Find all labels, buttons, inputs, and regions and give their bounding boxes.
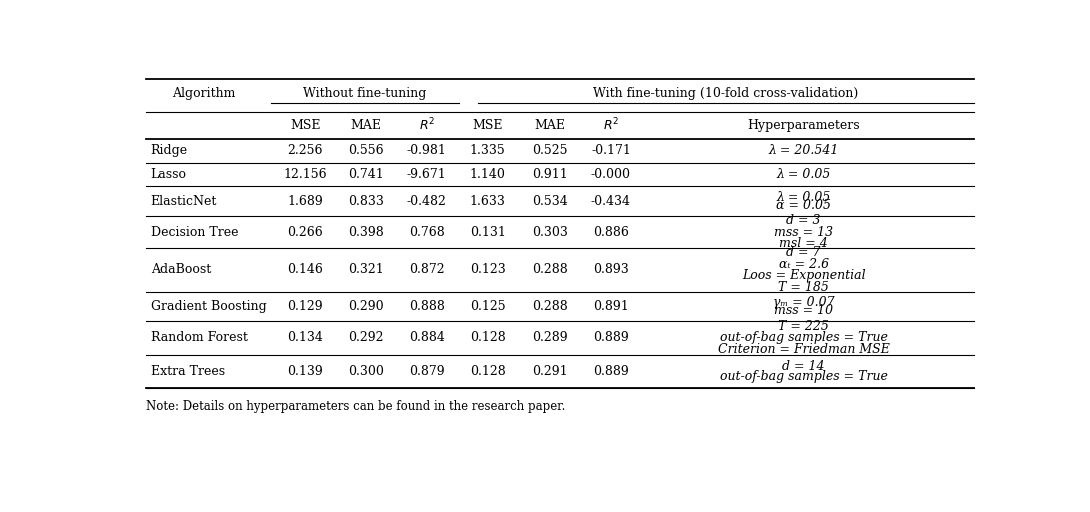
Text: Decision Tree: Decision Tree — [150, 226, 238, 239]
Text: 0.303: 0.303 — [532, 226, 568, 239]
Text: -0.434: -0.434 — [591, 195, 631, 208]
Text: -0.000: -0.000 — [591, 168, 631, 181]
Text: 0.768: 0.768 — [409, 226, 445, 239]
Text: 0.556: 0.556 — [348, 144, 384, 157]
Text: 0.889: 0.889 — [593, 365, 629, 378]
Text: -0.981: -0.981 — [407, 144, 447, 157]
Text: αₜ = 2.6: αₜ = 2.6 — [778, 258, 828, 271]
Text: Lasso: Lasso — [150, 168, 186, 181]
Text: -9.671: -9.671 — [407, 168, 447, 181]
Text: 0.525: 0.525 — [532, 144, 568, 157]
Text: 0.891: 0.891 — [593, 300, 629, 313]
Text: 0.893: 0.893 — [593, 264, 629, 276]
Text: MSE: MSE — [290, 119, 320, 132]
Text: 0.128: 0.128 — [470, 331, 506, 345]
Text: Hyperparameters: Hyperparameters — [748, 119, 860, 132]
Text: 0.291: 0.291 — [532, 365, 568, 378]
Text: d = 3: d = 3 — [786, 215, 821, 227]
Text: Algorithm: Algorithm — [172, 87, 235, 100]
Text: Random Forest: Random Forest — [150, 331, 247, 345]
Text: α = 0.05: α = 0.05 — [776, 199, 831, 212]
Text: Criterion = Friedman MSE: Criterion = Friedman MSE — [717, 343, 889, 356]
Text: msl = 4: msl = 4 — [779, 237, 828, 250]
Text: Ridge: Ridge — [150, 144, 187, 157]
Text: 0.300: 0.300 — [348, 365, 384, 378]
Text: 0.888: 0.888 — [409, 300, 445, 313]
Text: 0.911: 0.911 — [532, 168, 568, 181]
Text: λ = 0.05: λ = 0.05 — [776, 168, 831, 181]
Text: out-of-bag samples = True: out-of-bag samples = True — [719, 331, 887, 345]
Text: MSE: MSE — [472, 119, 502, 132]
Text: 1.335: 1.335 — [470, 144, 506, 157]
Text: 0.266: 0.266 — [288, 226, 323, 239]
Text: d = 14: d = 14 — [783, 360, 825, 373]
Text: 0.398: 0.398 — [348, 226, 384, 239]
Text: out-of-bag samples = True: out-of-bag samples = True — [719, 370, 887, 382]
Text: 0.886: 0.886 — [593, 226, 629, 239]
Text: 0.321: 0.321 — [348, 264, 384, 276]
Text: 0.128: 0.128 — [470, 365, 506, 378]
Text: λ = 0.05: λ = 0.05 — [776, 190, 831, 204]
Text: T = 185: T = 185 — [778, 281, 829, 294]
Text: Loos = Exponential: Loos = Exponential — [742, 269, 865, 282]
Text: MAE: MAE — [535, 119, 566, 132]
Text: With fine-tuning (10-fold cross-validation): With fine-tuning (10-fold cross-validati… — [593, 87, 859, 100]
Text: γₘ = 0.07: γₘ = 0.07 — [773, 296, 835, 309]
Text: 1.689: 1.689 — [288, 195, 323, 208]
Text: 0.872: 0.872 — [409, 264, 445, 276]
Text: 1.140: 1.140 — [470, 168, 506, 181]
Text: 0.833: 0.833 — [348, 195, 384, 208]
Text: 0.131: 0.131 — [470, 226, 506, 239]
Text: λ = 20.541: λ = 20.541 — [768, 144, 839, 157]
Text: Without fine-tuning: Without fine-tuning — [303, 87, 427, 100]
Text: 0.879: 0.879 — [409, 365, 445, 378]
Text: 0.884: 0.884 — [409, 331, 445, 345]
Text: 0.125: 0.125 — [470, 300, 506, 313]
Text: Note: Details on hyperparameters can be found in the research paper.: Note: Details on hyperparameters can be … — [146, 400, 566, 413]
Text: 0.290: 0.290 — [348, 300, 384, 313]
Text: AdaBoost: AdaBoost — [150, 264, 210, 276]
Text: 0.288: 0.288 — [532, 264, 568, 276]
Text: 0.534: 0.534 — [532, 195, 568, 208]
Text: d = 7: d = 7 — [786, 246, 821, 259]
Text: 0.289: 0.289 — [532, 331, 568, 345]
Text: 0.129: 0.129 — [288, 300, 323, 313]
Text: MAE: MAE — [351, 119, 382, 132]
Text: mss = 13: mss = 13 — [774, 226, 833, 239]
Text: 1.633: 1.633 — [470, 195, 506, 208]
Text: $R^2$: $R^2$ — [419, 117, 435, 134]
Text: mss = 10: mss = 10 — [774, 304, 833, 317]
Text: 0.134: 0.134 — [288, 331, 323, 345]
Text: 0.139: 0.139 — [288, 365, 323, 378]
Text: ElasticNet: ElasticNet — [150, 195, 217, 208]
Text: 0.146: 0.146 — [288, 264, 323, 276]
Text: Gradient Boosting: Gradient Boosting — [150, 300, 266, 313]
Text: 0.292: 0.292 — [349, 331, 384, 345]
Text: 0.741: 0.741 — [348, 168, 384, 181]
Text: Extra Trees: Extra Trees — [150, 365, 225, 378]
Text: 12.156: 12.156 — [283, 168, 327, 181]
Text: 0.889: 0.889 — [593, 331, 629, 345]
Text: 0.288: 0.288 — [532, 300, 568, 313]
Text: -0.171: -0.171 — [591, 144, 631, 157]
Text: T = 225: T = 225 — [778, 320, 829, 333]
Text: 0.123: 0.123 — [470, 264, 506, 276]
Text: $R^2$: $R^2$ — [603, 117, 619, 134]
Text: -0.482: -0.482 — [407, 195, 447, 208]
Text: 2.256: 2.256 — [288, 144, 323, 157]
